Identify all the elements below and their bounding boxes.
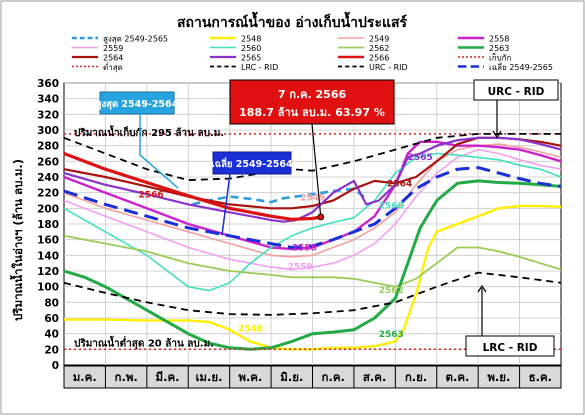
capacity-label: ปริมาณน้ำเก็บกัก 295 ล้าน ลบ.ม. [74,125,224,139]
y-tick-label: 320 [37,109,59,121]
series-line [63,166,562,249]
lrc-callout-text: LRC - RID [483,342,538,354]
legend-item-label: 2565 [241,54,261,63]
legend-item-label: 2564 [103,54,123,63]
series-inline-label: 2562 [379,286,404,296]
legend-item-label: 2562 [369,44,389,53]
month-label: ธ.ค. [529,370,552,384]
legend-item-label: สูงสุด 2549-2565 [103,35,168,45]
legend-item-label: 2560 [241,44,261,53]
month-label: ส.ค. [363,370,386,384]
y-tick-label: 140 [37,250,59,262]
min-label: ปริมาณน้ำต่ำสุด 20 ล้าน ลบ.ม. [74,335,214,349]
month-label: พ.ย. [487,370,510,384]
urc-callout-arrow [492,130,502,139]
legend-item-label: 2559 [103,44,123,53]
series-line [63,140,562,251]
y-tick-label: 260 [37,156,59,168]
series-line [63,152,322,221]
max-callout-box [99,91,175,115]
series-line [63,234,562,288]
y-axis-label: ปริมาณน้ำในอ่างฯ (ล้าน ลบ.ม.) [9,159,25,321]
month-label: ก.ค. [322,370,345,384]
y-tick-label: 60 [44,313,59,325]
urc-callout-text: URC - RID [488,86,545,98]
month-label: ก.พ. [114,370,137,384]
legend-item-label: เฉลี่ย 2549-2565 [489,61,553,72]
month-label: ก.ย. [405,370,427,384]
avg-callout-text: เฉลี่ย 2549-2564 [211,156,293,170]
month-label: เม.ย. [195,370,222,384]
month-label: มี.ค. [156,370,180,384]
y-tick-label: 360 [37,78,59,90]
series-inline-label: 2549 [300,194,325,204]
series-inline-label: 2558 [292,244,317,254]
max-callout-leader [139,114,179,189]
series-line [63,271,562,316]
series-line [63,148,562,271]
y-tick-label: 0 [52,360,59,372]
series-line [63,133,561,181]
avg-callout-box [212,151,292,175]
legend-item-label: 2558 [489,35,509,44]
series-inline-label: 2559 [288,262,313,272]
y-tick-label: 220 [37,188,59,200]
lrc-callout-arrow [477,284,487,293]
month-label: ต.ค. [446,370,470,384]
y-tick-label: 120 [37,266,59,278]
y-tick-label: 40 [44,329,59,341]
series-inline-label: 2565 [408,153,433,163]
series-inline-label: 2563 [379,330,404,340]
month-label: ม.ค. [73,370,97,384]
y-tick-label: 100 [37,282,59,294]
y-tick-label: 200 [37,203,59,215]
series-inline-label: 2564 [387,179,412,189]
y-tick-label: 20 [44,344,59,356]
legend: สูงสุด 2549-2565 2548 2549 2558 2559 2560 2562… [72,35,553,72]
series-line [63,136,562,223]
legend-item-label: 2563 [489,44,509,53]
month-label: มิ.ย. [280,370,303,384]
series-line [63,143,562,258]
latest-date-text: 7 ก.ค. 2566 [278,88,347,101]
series-line [64,204,562,351]
legend-item-label: เก็บกัก [489,53,512,63]
lrc-callout-box [465,335,555,357]
urc-callout-box [473,79,559,101]
legend-item-label: URC - RID [369,63,408,72]
y-tick-label: 280 [37,141,59,153]
series-line [63,152,562,292]
series-line [63,179,562,351]
avg-callout-leader [221,173,231,236]
chart-title: สถานการณ์น้ำของ อ่างเก็บน้ำประแสร์ [177,11,408,31]
series-line [192,187,368,206]
y-tick-label: 160 [37,235,59,247]
legend-item-label: 2549 [369,35,389,44]
y-tick-label: 80 [44,297,59,309]
y-tick-label: 180 [37,219,59,231]
series-inline-label: 2560 [379,201,404,211]
legend-item-label: 2566 [369,54,389,63]
month-label: พ.ค. [238,370,262,384]
legend-item-label: LRC - RID [241,63,278,72]
legend-item-label: 2548 [241,35,261,44]
legend-item-label: ต่ำสุด [103,61,123,72]
y-tick-label: 300 [37,125,59,137]
latest-callout-leader [311,123,322,218]
max-callout-text: สูงสุด 2549-2564 [96,99,179,111]
series-inline-label: 2548 [238,324,263,334]
y-tick-label: 340 [37,94,59,106]
latest-value-text: 188.7 ล้าน ลบ.ม. 63.97 % [239,106,385,119]
series-inline-label: 2566 [139,190,164,200]
plot-area: 0 20 40 60 80 100 120 140 160 180 200 220 240 260 280 3… [37,78,562,389]
y-tick-label: 240 [37,172,59,184]
latest-callout-box [229,79,395,125]
latest-point-marker [317,213,325,221]
